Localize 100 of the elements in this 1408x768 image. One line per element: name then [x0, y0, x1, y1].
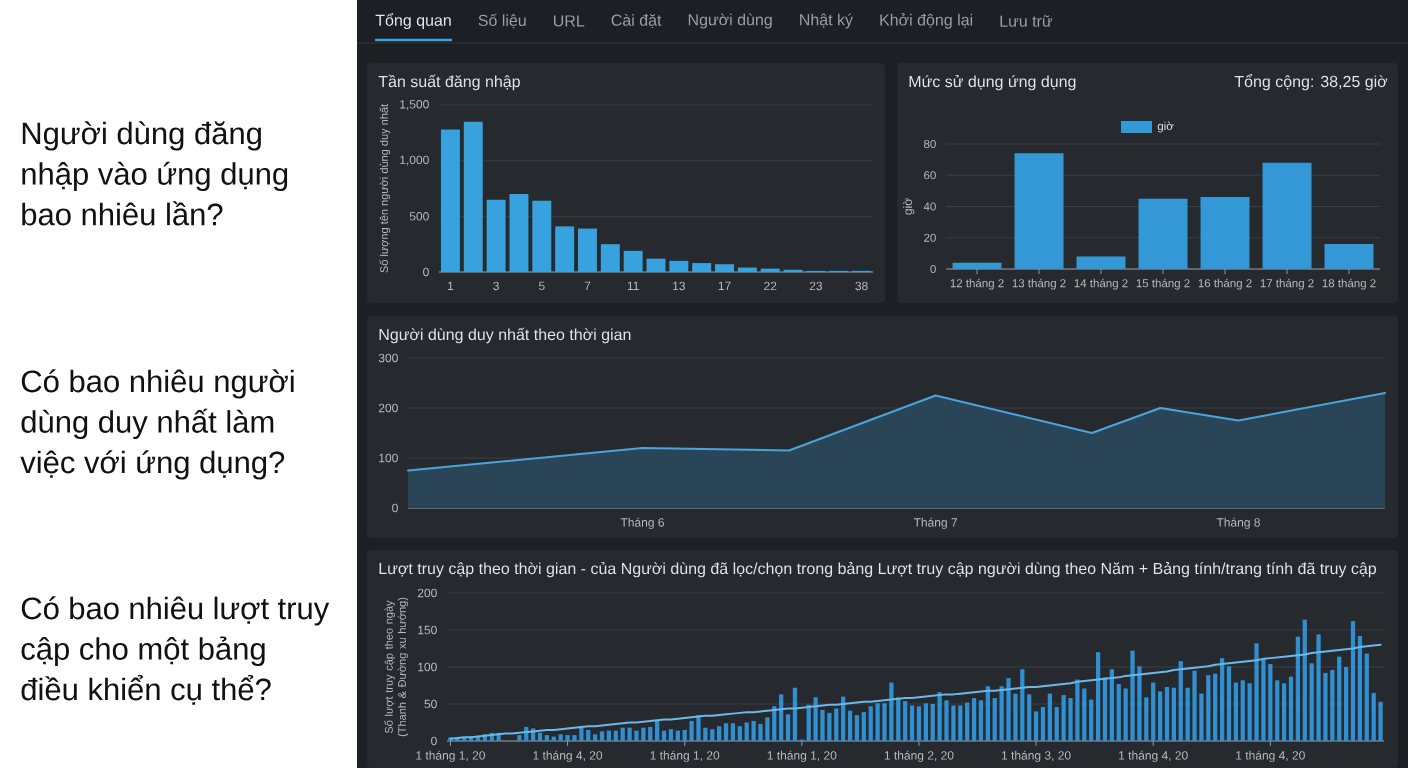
- x-tick-label: Tháng 7: [913, 517, 957, 530]
- x-tick-label: 18 tháng 2: [1322, 278, 1376, 290]
- bar: [646, 258, 666, 272]
- y-tick-label: 0: [423, 267, 429, 277]
- y-tick-label: 0: [392, 503, 398, 513]
- bar: [593, 734, 598, 741]
- x-tick-label: 1 tháng 1, 20: [650, 750, 720, 763]
- chart-title: Lượt truy cập theo thời gian - của Người dùng đã lọc/chọn trong bảng Lượt truy cập người dùng theo Năm + Bảng tính/trang tính đã truy cập: [379, 561, 1377, 578]
- bar: [1357, 635, 1363, 741]
- x-tick-label: 14 tháng 2: [1074, 278, 1128, 290]
- bar: [999, 686, 1004, 741]
- bar: [951, 705, 956, 741]
- bar: [600, 244, 620, 272]
- bar: [965, 702, 970, 741]
- text: Tổng quan: [375, 12, 451, 30]
- x-tick-label: 1 tháng 4, 20: [533, 750, 603, 763]
- bar: [1014, 153, 1064, 269]
- bar: [751, 721, 756, 741]
- bar: [703, 727, 708, 741]
- bar: [1281, 683, 1287, 741]
- bar: [544, 735, 550, 741]
- legend-label: giờ: [1157, 121, 1174, 133]
- bar: [486, 199, 506, 272]
- bar: [509, 194, 529, 272]
- bar: [1343, 667, 1349, 741]
- bar: [834, 708, 839, 741]
- bar: [517, 735, 522, 741]
- bar: [1006, 678, 1011, 741]
- bar: [537, 732, 543, 741]
- bar: [1309, 663, 1314, 741]
- y-tick-label: 500: [409, 212, 429, 221]
- bar: [882, 703, 887, 741]
- bar: [737, 726, 742, 741]
- bar: [558, 734, 563, 741]
- x-tick-label: 1 tháng 4, 20: [1236, 750, 1305, 763]
- bar: [696, 715, 701, 741]
- bar: [889, 682, 894, 741]
- bar: [744, 722, 749, 741]
- y-axis-title: Số lượng tên người dùng duy nhất: [379, 104, 391, 273]
- text: Khởi động lại: [880, 13, 973, 29]
- chart-title: Mức sử dụng ứng dụng: [909, 74, 1076, 91]
- x-tick-label: 7: [584, 281, 591, 290]
- bar: [689, 721, 694, 741]
- bar: [1171, 687, 1177, 741]
- bar: [868, 706, 873, 741]
- bar: [613, 730, 618, 741]
- x-tick-label: 5: [538, 281, 545, 291]
- text: Có bao nhiêu người dùng duy nhất làm việc với ứng dụng?: [20, 369, 294, 480]
- bar: [1185, 687, 1190, 741]
- y-tick-label: 100: [379, 453, 398, 463]
- bar: [1378, 701, 1383, 741]
- bar: [1095, 652, 1101, 741]
- bar: [1089, 699, 1094, 741]
- x-tick-label: 1: [448, 281, 454, 290]
- bar: [992, 698, 997, 741]
- bar: [578, 228, 597, 272]
- bar: [1151, 682, 1156, 741]
- bar: [1254, 643, 1259, 741]
- text: Lưu trữ: [1000, 15, 1053, 27]
- y-tick-label: 200: [417, 588, 437, 598]
- bar: [1213, 673, 1218, 741]
- bar: [985, 686, 990, 741]
- y-tick-label: 50: [424, 699, 437, 709]
- bar: [971, 698, 977, 741]
- bar: [1068, 698, 1073, 741]
- bar: [1206, 675, 1211, 741]
- x-tick-label: Tháng 6: [620, 517, 664, 530]
- bar: [785, 714, 791, 741]
- x-tick-label: 1 tháng 1, 20: [416, 750, 486, 763]
- bar: [903, 701, 908, 741]
- bar: [1275, 680, 1280, 741]
- y-tick-label: 80: [924, 139, 936, 149]
- bar: [1261, 658, 1266, 741]
- bar: [555, 226, 575, 272]
- bar: [847, 710, 853, 741]
- x-tick-label: 16 tháng 2: [1198, 278, 1252, 290]
- bar: [627, 727, 632, 741]
- bar: [1330, 669, 1335, 741]
- x-tick-label: 1 tháng 2, 20: [884, 750, 954, 763]
- bar: [655, 721, 660, 741]
- bar: [783, 269, 803, 272]
- bar: [958, 705, 963, 741]
- bar: [1082, 688, 1087, 741]
- bar: [875, 703, 880, 741]
- text: Có bao nhiêu lượt truy cập cho một bảng điều khiển cụ thể?: [21, 596, 330, 705]
- bar: [641, 727, 646, 741]
- bar: [1295, 636, 1301, 741]
- text: Cài đặt: [611, 13, 662, 29]
- bar: [1144, 697, 1149, 741]
- bar: [930, 704, 935, 741]
- bar: [572, 735, 577, 741]
- bar: [1247, 683, 1252, 741]
- bar: [682, 729, 687, 741]
- bar: [1323, 672, 1328, 741]
- bar: [1054, 706, 1059, 741]
- bar: [668, 729, 674, 741]
- bar: [463, 121, 483, 272]
- bar: [1109, 669, 1115, 741]
- bar: [737, 267, 757, 272]
- bar: [1288, 676, 1294, 741]
